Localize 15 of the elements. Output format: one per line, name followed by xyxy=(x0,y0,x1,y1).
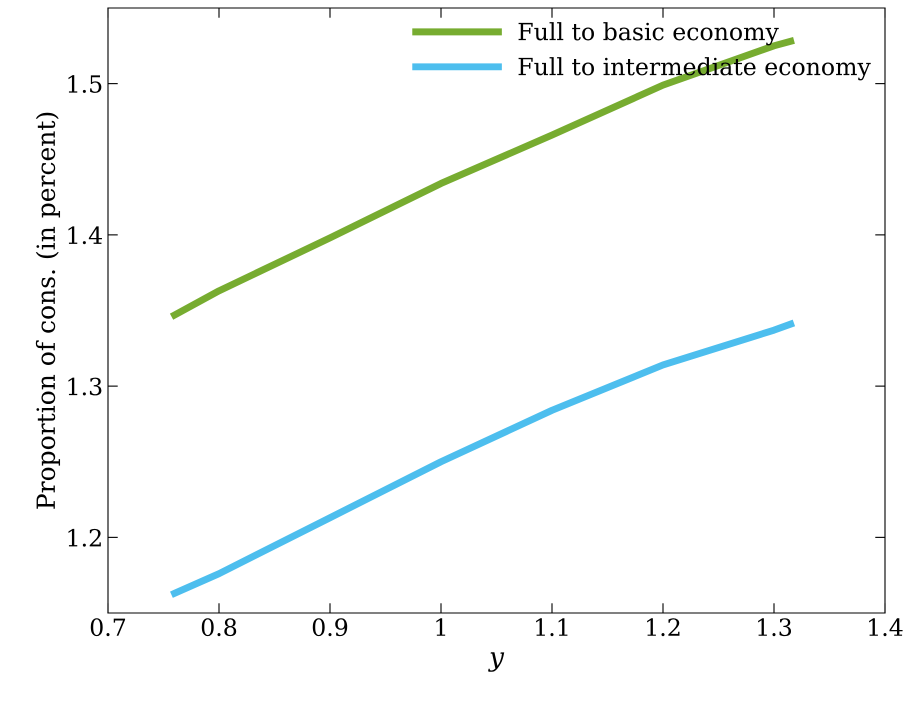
x-tick-label: 0.8 xyxy=(202,618,236,636)
y-tick-label: 1.4 xyxy=(68,226,102,244)
x-tick-label: 0.9 xyxy=(312,618,348,636)
y-tick-label: 1.5 xyxy=(68,75,102,93)
x-tick-label: 1.4 xyxy=(869,618,903,636)
y-tick-label: 1.2 xyxy=(68,528,101,547)
y-axis-title: Proportion of cons. (in percent) xyxy=(36,112,60,509)
x-axis-title: y xyxy=(488,652,504,672)
legend-label: Full to basic economy xyxy=(518,22,779,46)
y-tick-label: 1.3 xyxy=(68,378,102,396)
x-tick-label: 1.2 xyxy=(647,618,680,636)
x-tick-label: 1 xyxy=(436,618,446,636)
x-tick-label: 1.1 xyxy=(536,618,568,636)
x-tick-label: 1.3 xyxy=(758,618,792,636)
x-tick-label: 0.7 xyxy=(90,618,126,636)
